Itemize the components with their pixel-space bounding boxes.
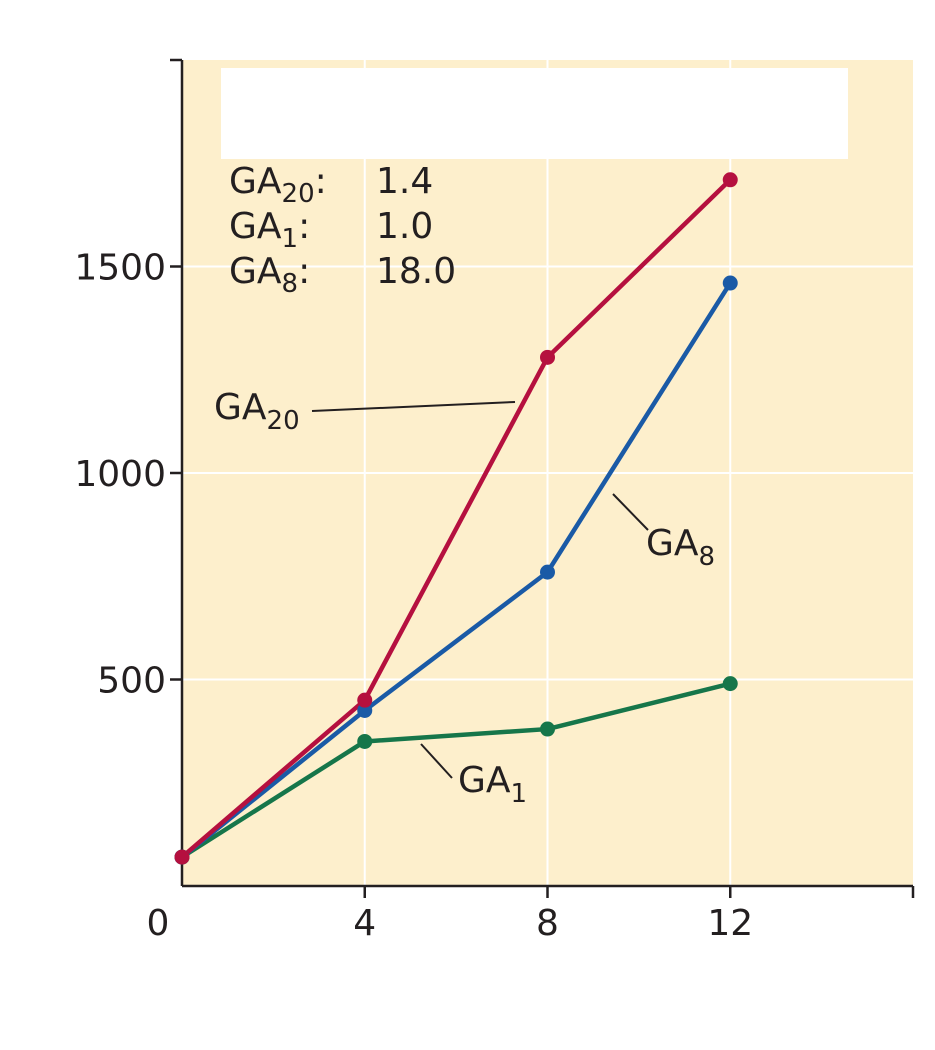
series-label-GA8: GA8 [646, 523, 715, 572]
gridlines [182, 60, 913, 886]
annotation-value: 1.4 [376, 161, 433, 202]
data-point-GA1 [540, 721, 555, 737]
series-group [174, 172, 738, 865]
leader-line-GA20 [311, 401, 516, 412]
data-point-GA20 [357, 692, 373, 708]
leader-line-GA1 [420, 743, 453, 779]
x-tick-label: 0 [147, 903, 170, 944]
series-label-GA1: GA1 [458, 760, 527, 809]
y-ticks: 500 1000 1500 [74, 248, 182, 702]
x-tick-label: 8 [536, 903, 559, 944]
data-point-GA1 [722, 676, 738, 692]
y-tick-label: 1500 [74, 248, 166, 289]
annotation-name: GA20: [229, 161, 327, 209]
data-point-GA8 [357, 702, 373, 718]
annotation-name: GA1: [229, 206, 310, 254]
annotation-value: 1.0 [376, 206, 433, 247]
y-tick-label: 1000 [74, 454, 166, 495]
x-tick-label: 12 [707, 903, 753, 944]
data-point-GA20 [722, 172, 738, 188]
data-point-GA20 [540, 349, 555, 365]
x-tick-label: 4 [353, 903, 376, 944]
data-point-GA20 [174, 849, 190, 865]
annotation-name: GA8: [229, 251, 310, 299]
x-ticks: 0 4 8 12 [147, 886, 753, 944]
series-line-GA8 [180, 281, 733, 859]
series-line-GA1 [180, 681, 731, 859]
series-line-GA20 [180, 178, 732, 859]
data-point-GA8 [722, 275, 738, 291]
title-box [221, 68, 848, 159]
annotation-block: GA20: 1.4 GA1: 1.0 GA8: 18.0 [229, 161, 456, 299]
series-label-GA20: GA20 [214, 387, 300, 436]
annotation-value: 18.0 [376, 251, 456, 292]
series-labels: GA20 GA8 GA1 [214, 387, 715, 809]
y-tick-label: 500 [97, 661, 166, 702]
data-point-GA1 [357, 733, 373, 749]
leader-line-GA8 [612, 493, 649, 531]
data-point-GA8 [540, 564, 555, 580]
